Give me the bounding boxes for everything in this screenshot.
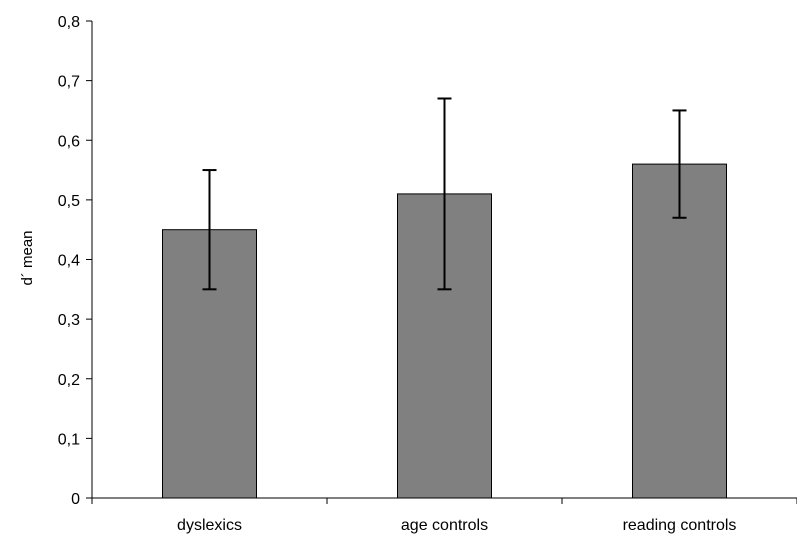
x-tick-label: reading controls — [623, 517, 737, 534]
y-tick-label: 0,1 — [58, 431, 80, 448]
y-tick-label: 0,7 — [58, 74, 80, 91]
y-tick-label: 0 — [71, 491, 80, 508]
y-axis-label: d´ mean — [19, 230, 36, 285]
y-tick-label: 0,3 — [58, 312, 80, 329]
y-tick-label: 0,4 — [58, 253, 80, 270]
x-tick-label: age controls — [401, 517, 488, 534]
y-tick-label: 0,2 — [58, 372, 80, 389]
y-tick-label: 0,6 — [58, 133, 80, 150]
axes-layer — [86, 20, 797, 504]
labels-layer: 0 0,1 0,2 0,3 0,4 0,5 0,6 0,7 0,8 dyslexics age co… — [58, 14, 737, 534]
error-bars-layer — [202, 97, 687, 291]
y-tick-label: 0,5 — [58, 193, 80, 210]
x-tick-label: dyslexics — [177, 517, 242, 534]
y-tick-label: 0,8 — [58, 14, 80, 31]
